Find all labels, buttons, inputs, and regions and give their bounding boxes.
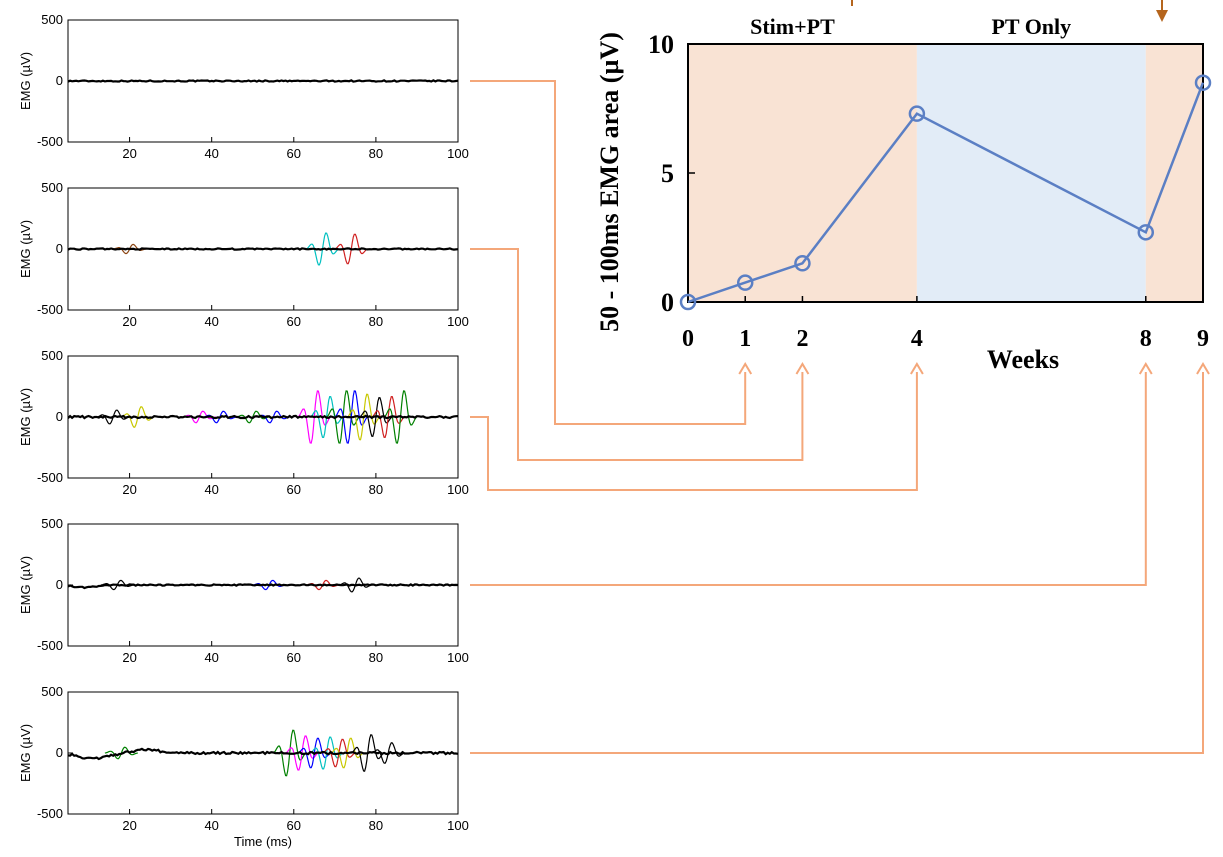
data-point: [1194, 74, 1212, 91]
connector-arrowhead: [795, 362, 810, 375]
emg-trace-week-9: 500 0 -500 20 40 60 80 100 EMG (µV) Time (ms): [18, 684, 469, 849]
data-point: [679, 293, 697, 311]
x-tick-label: 80: [369, 818, 383, 833]
x-tick-label: 40: [204, 482, 218, 497]
emg-trace-week-2: 500 0 -500 20 40 60 80 100 EMG (µV): [18, 180, 469, 329]
trace-lines: [68, 577, 458, 593]
x-tick-label: 60: [287, 818, 301, 833]
y-axis-label: EMG (µV): [18, 52, 33, 110]
mean-trace: [68, 583, 458, 590]
mean-trace: [68, 747, 458, 761]
data-point: [736, 274, 754, 291]
connector-arrows: [470, 80, 1210, 754]
trace-lines: [68, 729, 458, 777]
x-tick-label: 20: [122, 146, 136, 161]
x-axis-label: Time (ms): [234, 834, 292, 849]
x-tick-label: 9: [1197, 326, 1209, 352]
trace-lines: [68, 232, 458, 266]
x-tick-label: 100: [447, 146, 469, 161]
data-point: [794, 255, 811, 272]
connector-arrowhead: [738, 362, 753, 375]
y-tick-label: -500: [37, 134, 63, 149]
y-axis-label: EMG (µV): [18, 220, 33, 278]
y-tick-label: -500: [37, 302, 63, 317]
y-tick-label: -500: [37, 806, 63, 821]
x-tick-label: 20: [122, 818, 136, 833]
y-tick-label: 0: [56, 73, 63, 88]
x-tick-label: 40: [204, 314, 218, 329]
y-tick-label: -500: [37, 470, 63, 485]
y-tick-label: 500: [41, 180, 63, 195]
emg-trace-panels: 500 0 -500 20 40 60 80 100 EMG (µV) 500 0 -500 20 40 6…: [18, 12, 469, 849]
emg-trace-week-1: 500 0 -500 20 40 60 80 100 EMG (µV): [18, 12, 469, 161]
y-tick-label: 0: [56, 577, 63, 592]
x-tick-label: 100: [447, 314, 469, 329]
mean-trace: [68, 79, 458, 83]
mean-trace: [68, 414, 458, 420]
y-axis-label: 50 - 100ms EMG area (µV): [595, 32, 624, 332]
x-tick-label: 80: [369, 482, 383, 497]
connector-line: [470, 372, 1204, 754]
x-tick-label: 80: [369, 314, 383, 329]
region-label: Stim+PT: [750, 14, 835, 39]
x-tick-label: 100: [447, 818, 469, 833]
trace-lines: [68, 79, 458, 83]
y-axis-label: EMG (µV): [18, 556, 33, 614]
mean-trace: [68, 247, 458, 251]
x-tick-label: 80: [369, 146, 383, 161]
connector-line: [470, 372, 918, 491]
connector-line: [470, 248, 804, 461]
y-tick-label: 500: [41, 684, 63, 699]
x-tick-label: 20: [122, 650, 136, 665]
x-tick-label: 8: [1140, 326, 1152, 352]
connector-line: [470, 80, 747, 425]
top-arrow-head: [1156, 10, 1168, 22]
x-tick-label: 2: [796, 326, 808, 352]
emg-trace-week-8: 500 0 -500 20 40 60 80 100 EMG (µV): [18, 516, 469, 665]
x-tick-label: 100: [447, 650, 469, 665]
connector-line: [470, 372, 1147, 586]
x-tick-label: 60: [287, 146, 301, 161]
y-tick-label: 10: [648, 30, 674, 59]
x-tick-label: 40: [204, 818, 218, 833]
x-tick-label: 60: [287, 650, 301, 665]
x-tick-label: 80: [369, 650, 383, 665]
y-axis-label: EMG (µV): [18, 724, 33, 782]
x-tick-label: 20: [122, 314, 136, 329]
connector-arrowhead: [1196, 362, 1210, 375]
region-3: [1145, 44, 1203, 302]
x-tick-label: 0: [682, 326, 694, 352]
connector-arrowhead: [910, 362, 924, 375]
x-tick-label: 20: [122, 482, 136, 497]
y-tick-label: 500: [41, 516, 63, 531]
x-tick-label: 4: [911, 326, 923, 352]
y-tick-label: 0: [56, 241, 63, 256]
x-tick-label: 1: [739, 326, 751, 352]
x-tick-label: 100: [447, 482, 469, 497]
x-tick-label: 60: [287, 482, 301, 497]
y-tick-label: 500: [41, 348, 63, 363]
y-axis-label: EMG (µV): [18, 388, 33, 446]
emg-trace-week-4: 500 0 -500 20 40 60 80 100 EMG (µV): [18, 348, 469, 497]
data-point: [1137, 224, 1155, 241]
y-tick-label: 0: [661, 288, 674, 317]
x-axis-label: Weeks: [987, 345, 1059, 374]
x-tick-label: 60: [287, 314, 301, 329]
trace-lines: [68, 390, 458, 444]
data-point: [908, 105, 926, 122]
x-tick-label: 40: [204, 650, 218, 665]
series-line: [687, 82, 1205, 304]
y-tick-label: 500: [41, 12, 63, 27]
y-tick-label: 5: [661, 159, 674, 188]
region-label: PT Only: [991, 14, 1071, 39]
y-tick-label: 0: [56, 745, 63, 760]
connector-arrowhead: [1138, 362, 1153, 375]
region-1: [688, 44, 917, 302]
x-tick-label: 40: [204, 146, 218, 161]
y-tick-label: -500: [37, 638, 63, 653]
y-tick-label: 0: [56, 409, 63, 424]
emg-area-chart: Stim+PT PT Only 0 5 10 0 1 2 4 8 9 Weeks 50 - 100ms …: [595, 0, 1212, 374]
